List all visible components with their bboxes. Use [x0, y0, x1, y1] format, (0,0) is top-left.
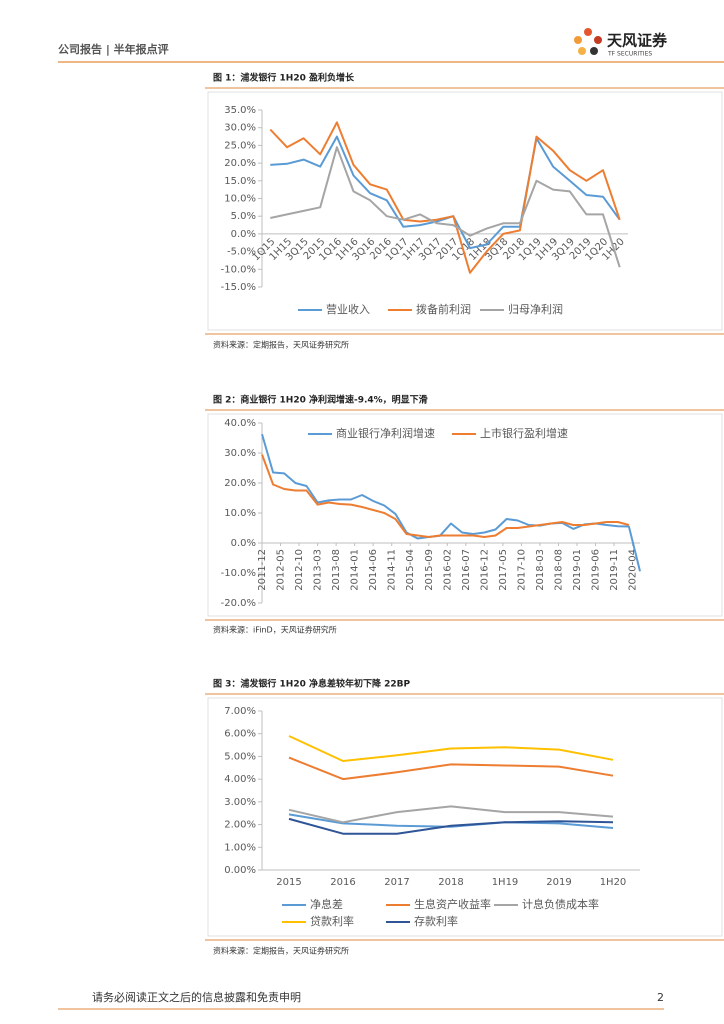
- x-tick-label: 2013-08: [331, 549, 342, 591]
- brand: 天风证券: [607, 32, 668, 50]
- y-tick-label: 5.0%: [231, 211, 256, 222]
- y-tick-label: -15.0%: [221, 282, 256, 293]
- x-tick-label: 2019: [546, 877, 571, 888]
- figure: 图 2：商业银行 1H20 净利润增速-9.4%，明显下滑资料来源：iFinD，…: [205, 394, 724, 635]
- x-tick-label: 2017: [384, 877, 409, 888]
- y-tick-label: 30.0%: [224, 448, 256, 459]
- logo: [574, 28, 602, 55]
- x-tick-label: 2018: [438, 877, 463, 888]
- series-line: [269, 121, 621, 274]
- chart-frame: [207, 697, 723, 937]
- x-tick-label: 2013-03: [313, 549, 324, 591]
- y-tick-label: 0.0%: [231, 538, 256, 549]
- series-line: [288, 805, 614, 824]
- series-line: [261, 454, 630, 538]
- chart-frame: [207, 413, 723, 617]
- x-tick-label: 2019-01: [572, 549, 583, 591]
- x-tick-label: 2014-01: [350, 549, 361, 591]
- legend-label: 存款利率: [414, 914, 458, 928]
- series-line: [288, 813, 614, 829]
- y-tick-label: 15.0%: [224, 176, 256, 187]
- legend-label: 营业收入: [326, 302, 370, 316]
- x-tick-label: 2017-05: [498, 549, 509, 591]
- x-tick-label: 2012-10: [294, 549, 305, 591]
- y-tick-label: 6.00%: [224, 729, 256, 740]
- y-tick-label: -10.0%: [221, 568, 256, 579]
- series-line: [270, 135, 621, 250]
- y-tick-label: 3.00%: [224, 797, 256, 808]
- y-tick-label: 10.0%: [224, 194, 256, 205]
- legend-label: 生息资产收益率: [414, 897, 491, 911]
- legend-label: 商业银行净利润增速: [336, 426, 435, 440]
- legend-label: 拨备前利润: [416, 302, 471, 316]
- legend-label: 贷款利率: [310, 914, 354, 928]
- x-tick-label: 2015-04: [405, 549, 416, 591]
- legend-label: 归母净利润: [508, 302, 563, 316]
- series-line: [270, 146, 621, 268]
- x-tick-label: 2014-11: [387, 549, 398, 591]
- x-tick-label: 2014-06: [368, 549, 379, 591]
- x-tick-label: 2016-12: [479, 549, 490, 591]
- y-tick-label: 0.0%: [231, 229, 256, 240]
- x-tick-label: 2020-04: [628, 549, 639, 591]
- y-tick-label: 40.0%: [224, 418, 256, 429]
- y-tick-label: -20.0%: [221, 598, 256, 609]
- legend-label: 净息差: [310, 897, 343, 911]
- x-tick-label: 2019-11: [609, 549, 620, 591]
- figure-source: 资料来源：定期报告，天风证券研究所: [213, 946, 349, 956]
- y-tick-label: 2.00%: [224, 820, 256, 831]
- y-tick-label: 35.0%: [224, 105, 256, 116]
- x-tick-label: 2016: [330, 877, 355, 888]
- x-tick-label: 2012-05: [276, 549, 287, 591]
- legend-label: 上市银行盈利增速: [480, 426, 568, 440]
- series-line: [288, 817, 614, 835]
- x-tick-label: 2015-09: [424, 549, 435, 591]
- y-tick-label: 20.0%: [224, 478, 256, 489]
- y-tick-label: 7.00%: [224, 706, 256, 717]
- x-tick-label: 2015: [276, 877, 301, 888]
- x-tick-label: 2018-08: [553, 549, 564, 591]
- x-tick-label: 2011-12: [257, 549, 268, 591]
- x-tick-label: 2016-02: [442, 549, 453, 591]
- header-left: 公司报告 | 半年报点评: [58, 42, 169, 56]
- series-line: [261, 433, 641, 572]
- chart-frame: [207, 91, 723, 331]
- x-tick-label: 2019-06: [591, 549, 602, 591]
- figure-caption: 图 3：浦发银行 1H20 净息差较年初下降 22BP: [213, 678, 410, 690]
- x-tick-label: 1H20: [600, 877, 627, 888]
- y-tick-label: -5.0%: [227, 247, 256, 258]
- x-tick-label: 2017-10: [516, 549, 527, 591]
- x-tick-label: 2018-03: [535, 549, 546, 591]
- series-line: [288, 756, 614, 781]
- y-tick-label: -10.0%: [221, 264, 256, 275]
- figure-source: 资料来源：iFinD，天风证券研究所: [213, 625, 337, 635]
- y-tick-label: 1.00%: [224, 842, 256, 853]
- figure: 图 3：浦发银行 1H20 净息差较年初下降 22BP 资料来源：定期报告，天风证…: [205, 678, 724, 956]
- legend-label: 计息负债成本率: [522, 897, 599, 911]
- y-tick-label: 30.0%: [224, 123, 256, 134]
- brand-en: TF SECURITIES: [607, 51, 652, 58]
- y-tick-label: 0.00%: [224, 865, 256, 876]
- y-tick-label: 20.0%: [224, 158, 256, 169]
- footer-disclaimer: 请务必阅读正文之后的信息披露和免责申明: [92, 990, 301, 1004]
- page-number: 2: [657, 991, 664, 1004]
- y-tick-label: 10.0%: [224, 508, 256, 519]
- series-line: [288, 735, 614, 762]
- y-tick-label: 25.0%: [224, 140, 256, 151]
- figure-caption: 图 1：浦发银行 1H20 盈利负增长: [213, 72, 355, 84]
- figure-source: 资料来源：定期报告，天风证券研究所: [213, 340, 349, 350]
- x-tick-label: 1H19: [492, 877, 519, 888]
- y-tick-label: 5.00%: [224, 751, 256, 762]
- y-tick-label: 4.00%: [224, 774, 256, 785]
- figure-caption: 图 2：商业银行 1H20 净利润增速-9.4%，明显下滑: [213, 394, 428, 406]
- x-tick-label: 2016-07: [461, 549, 472, 591]
